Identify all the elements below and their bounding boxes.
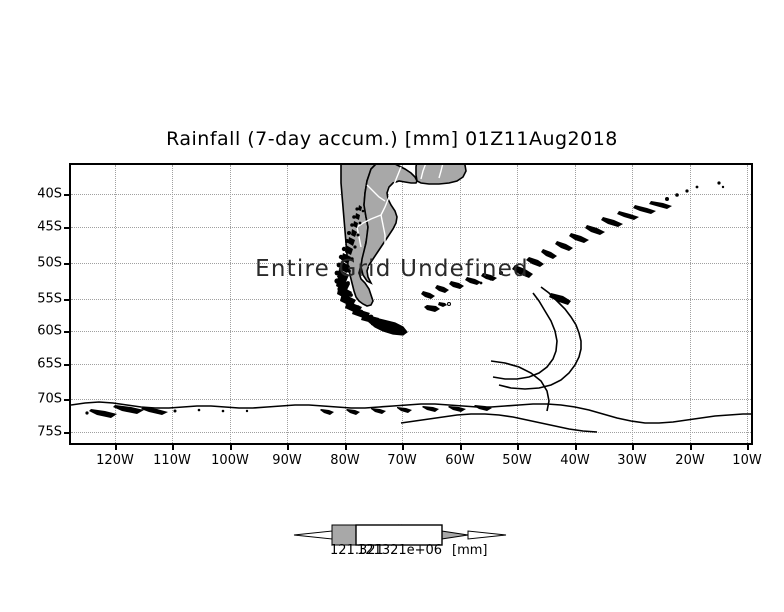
- gridline-vertical: [517, 165, 518, 443]
- colorbar-label-mid: 121321e+06: [357, 543, 443, 558]
- gridline-horizontal: [71, 432, 751, 433]
- gridline-vertical: [345, 165, 346, 443]
- south-georgia-island: [549, 293, 571, 305]
- internal-borders: [356, 165, 444, 268]
- gridline-horizontal: [71, 299, 751, 300]
- antarctic-peninsula: [498, 286, 582, 390]
- gridline-vertical: [575, 165, 576, 443]
- x-axis-label: 120W: [96, 453, 134, 468]
- colorbar: [292, 520, 508, 568]
- antarctic-coastline: [71, 401, 751, 424]
- y-axis-tick: [64, 331, 69, 333]
- y-axis-tick: [64, 364, 69, 366]
- gridline-vertical: [632, 165, 633, 443]
- x-axis-label: 80W: [330, 453, 360, 468]
- x-axis-label: 40W: [560, 453, 590, 468]
- antarctic-peninsula-west: [492, 292, 558, 380]
- y-axis-tick: [64, 432, 69, 434]
- x-axis-tick: [230, 445, 232, 450]
- argentina-northeast: [415, 165, 467, 185]
- x-axis-label: 110W: [153, 453, 191, 468]
- y-axis-tick: [64, 227, 69, 229]
- x-axis-label: 100W: [211, 453, 249, 468]
- gridline-horizontal: [71, 399, 751, 400]
- y-axis-tick: [64, 194, 69, 196]
- y-axis-label: 60S: [37, 323, 62, 339]
- x-axis-tick: [632, 445, 634, 450]
- x-axis-label: 70W: [387, 453, 417, 468]
- gridline-horizontal: [71, 194, 751, 195]
- x-axis-label: 30W: [617, 453, 647, 468]
- y-axis-label: 65S: [37, 356, 62, 372]
- colorbar-graphic: [293, 524, 507, 546]
- gridline-vertical: [460, 165, 461, 443]
- x-axis-tick: [345, 445, 347, 450]
- west-antarctic-islands: [85, 405, 492, 418]
- gridline-horizontal: [71, 227, 751, 228]
- colorbar-label-units: [mm]: [452, 543, 488, 558]
- gridline-vertical: [172, 165, 173, 443]
- x-axis-tick: [172, 445, 174, 450]
- y-axis-label: 70S: [37, 391, 62, 407]
- tierra-del-fuego: [368, 316, 408, 336]
- grid-undefined-message: Entire Grid Undefined: [255, 256, 529, 282]
- gridline-horizontal: [71, 364, 751, 365]
- south-sandwich-islets: [717, 181, 725, 189]
- falkland-islands: [424, 302, 451, 312]
- x-axis-tick: [690, 445, 692, 450]
- x-axis-label: 90W: [272, 453, 302, 468]
- gridline-vertical: [287, 165, 288, 443]
- x-axis-tick: [575, 445, 577, 450]
- gridline-vertical: [115, 165, 116, 443]
- x-axis-label: 20W: [675, 453, 705, 468]
- gridline-vertical: [690, 165, 691, 443]
- map-inner: [71, 165, 751, 443]
- x-axis-tick: [115, 445, 117, 450]
- y-axis-label: 50S: [37, 255, 62, 271]
- x-axis-label: 60W: [445, 453, 475, 468]
- x-axis-tick: [460, 445, 462, 450]
- map-geography: [71, 165, 751, 433]
- y-axis-label: 55S: [37, 291, 62, 307]
- map-plot-area: [69, 163, 753, 445]
- y-axis-tick: [64, 263, 69, 265]
- peninsula-islands: [479, 185, 699, 285]
- scotia-arc-islands: [421, 273, 497, 299]
- page-title: Rainfall (7-day accum.) [mm] 01Z11Aug201…: [166, 128, 618, 150]
- y-axis-label: 45S: [37, 219, 62, 235]
- gridline-horizontal: [71, 263, 751, 264]
- x-axis-tick: [402, 445, 404, 450]
- y-axis-label: 40S: [37, 186, 62, 202]
- x-axis-tick: [747, 445, 749, 450]
- gridline-horizontal: [71, 331, 751, 332]
- gridline-vertical: [747, 165, 748, 443]
- colorbar-label-left: 121.321: [330, 543, 384, 558]
- weddell-coast: [490, 360, 550, 412]
- gridline-vertical: [230, 165, 231, 443]
- x-axis-label: 10W: [732, 453, 762, 468]
- x-axis-tick: [287, 445, 289, 450]
- gridline-vertical: [402, 165, 403, 443]
- y-axis-label: 75S: [37, 424, 62, 440]
- y-axis-tick: [64, 399, 69, 401]
- y-axis-tick: [64, 299, 69, 301]
- ice-shelf-front: [400, 413, 598, 433]
- x-axis-tick: [517, 445, 519, 450]
- x-axis-label: 50W: [502, 453, 532, 468]
